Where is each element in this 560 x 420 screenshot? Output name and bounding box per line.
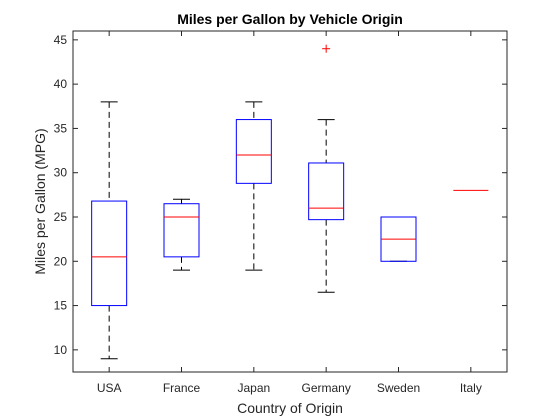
y-tick-label-15: 15 <box>54 299 68 313</box>
x-tick-label-japan: Japan <box>237 381 270 395</box>
box-japan <box>235 101 272 271</box>
x-tick-label-usa: USA <box>97 381 122 395</box>
x-tick-label-sweden: Sweden <box>377 381 420 395</box>
x-axis-label: Country of Origin <box>237 400 343 416</box>
outlier-germany-44 <box>322 44 331 53</box>
box-germany <box>308 44 345 293</box>
iqr-box-usa <box>91 200 128 307</box>
x-tick-label-france: France <box>163 381 201 395</box>
boxes-layer <box>91 44 489 360</box>
chart-title: Miles per Gallon by Vehicle Origin <box>177 11 403 27</box>
y-tick-label-25: 25 <box>54 210 68 224</box>
x-tick-label-germany: Germany <box>301 381 350 395</box>
y-tick-label-45: 45 <box>54 33 68 47</box>
y-tick-label-35: 35 <box>54 121 68 135</box>
y-tick-label-20: 20 <box>54 254 68 268</box>
y-tick-label-40: 40 <box>54 77 68 91</box>
y-axis-label: Miles per Gallon (MPG) <box>32 128 48 274</box>
box-sweden <box>380 216 417 262</box>
x-tick-label-italy: Italy <box>460 381 482 395</box>
ticks-layer: 10 15 20 25 30 35 40 45 USA France Japan Germany Swe… <box>54 31 507 395</box>
iqr-box-france <box>163 203 200 258</box>
plot-area <box>72 30 508 373</box>
y-tick-label-10: 10 <box>54 343 68 357</box>
y-tick-label-30: 30 <box>54 166 68 180</box>
box-france <box>163 198 200 271</box>
iqr-box-japan <box>235 119 272 184</box>
iqr-box-germany <box>308 162 345 221</box>
box-usa <box>91 101 128 360</box>
